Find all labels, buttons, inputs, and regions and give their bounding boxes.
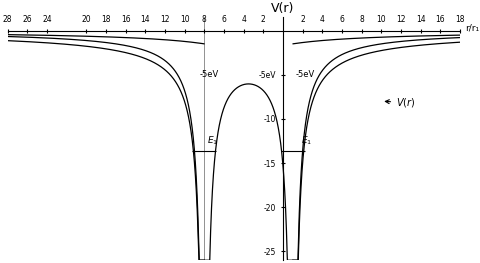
Text: V(r): V(r) bbox=[271, 2, 294, 16]
Text: -5eV: -5eV bbox=[199, 70, 218, 79]
Text: -5eV: -5eV bbox=[295, 70, 314, 79]
Text: $E_1$: $E_1$ bbox=[300, 135, 311, 147]
Text: r/r₁: r/r₁ bbox=[464, 23, 478, 32]
Text: $E_1$: $E_1$ bbox=[206, 135, 217, 147]
Text: $V(r)$: $V(r)$ bbox=[384, 96, 415, 109]
